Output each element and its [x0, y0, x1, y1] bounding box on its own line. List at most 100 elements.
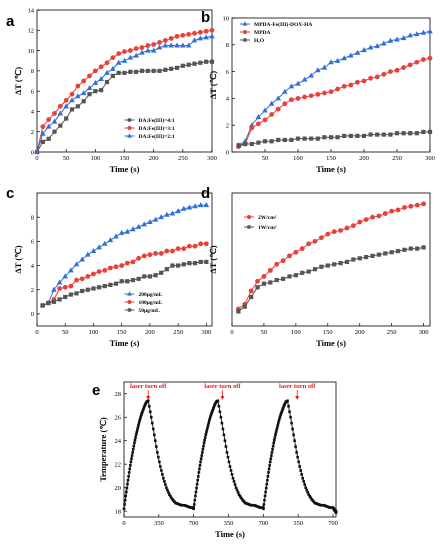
data-point: [427, 129, 433, 134]
data-point: [275, 95, 281, 101]
data-point: [249, 294, 254, 300]
data-point: [295, 96, 301, 101]
data-point: [364, 254, 369, 260]
data-point: [145, 43, 151, 48]
data-point: [338, 228, 343, 233]
data-point: [127, 54, 134, 60]
data-point: [282, 137, 287, 143]
data-point: [209, 59, 215, 64]
data-point: [129, 460, 133, 464]
data-point: [151, 68, 156, 73]
data-point: [265, 482, 269, 486]
data-point: [262, 107, 268, 113]
data-point: [199, 460, 202, 464]
data-point: [351, 257, 356, 262]
data-point: [363, 217, 369, 223]
data-point: [414, 31, 420, 37]
data-point: [299, 469, 302, 472]
data-point: [139, 45, 145, 50]
data-point: [121, 57, 128, 63]
data-point: [192, 507, 195, 511]
data-point: [293, 249, 299, 255]
data-point: [140, 412, 144, 415]
data-point: [40, 303, 45, 308]
data-point: [87, 73, 92, 79]
data-point: [211, 407, 215, 410]
data-point: [186, 31, 192, 37]
data-point: [164, 248, 170, 254]
data-point: [218, 410, 222, 414]
data-point: [176, 263, 181, 268]
data-point: [146, 399, 150, 403]
data-point: [108, 282, 113, 287]
data-point: [263, 494, 267, 498]
data-point: [145, 68, 150, 73]
data-point: [187, 243, 192, 249]
data-point: [368, 75, 373, 81]
data-point: [197, 471, 201, 474]
data-point: [205, 431, 208, 434]
data-point: [87, 92, 92, 97]
data-point: [236, 309, 241, 314]
data-point: [216, 399, 220, 403]
data-point: [197, 35, 204, 41]
y-tick-label: 6: [226, 69, 230, 76]
data-point: [156, 451, 159, 454]
legend-label: 100μg/mL: [139, 300, 163, 306]
data-point: [224, 445, 228, 448]
data-point: [295, 80, 301, 86]
data-point: [335, 135, 340, 140]
data-point: [104, 69, 110, 75]
data-point: [180, 205, 187, 211]
data-point: [374, 74, 380, 80]
data-point: [261, 281, 267, 286]
data-point: [202, 444, 205, 448]
data-point: [110, 73, 115, 79]
data-point: [81, 99, 86, 104]
data-point: [104, 79, 110, 85]
data-point: [227, 460, 231, 464]
legend-label: DA:Fe(III)=3:1: [139, 125, 175, 132]
data-point: [116, 70, 121, 75]
data-point: [80, 90, 87, 96]
annotation: laser turn off: [130, 383, 167, 400]
data-point: [155, 445, 158, 448]
data-point: [80, 288, 85, 294]
data-point: [223, 439, 227, 442]
data-point: [107, 265, 113, 271]
data-point: [129, 464, 132, 467]
data-point: [315, 136, 320, 141]
data-point: [212, 405, 216, 409]
data-point: [194, 494, 197, 498]
data-point: [204, 259, 209, 265]
data-point: [142, 274, 147, 279]
data-point: [166, 488, 169, 492]
series-1: [236, 55, 433, 150]
data-point: [303, 483, 307, 486]
data-point: [209, 415, 212, 419]
data-point: [368, 132, 373, 137]
data-point: [196, 478, 199, 482]
data-point: [62, 284, 68, 290]
data-point: [309, 136, 314, 141]
panel-label: c: [6, 185, 14, 202]
data-point: [388, 69, 393, 74]
data-point: [69, 97, 75, 103]
data-point: [162, 476, 165, 480]
data-point: [85, 274, 91, 279]
y-tick-label: 8: [31, 214, 34, 221]
data-point: [312, 238, 318, 244]
panel-a: a 0 50 100 150 200 250 300 0 2 4 6 8 10 12 14 Time (s) ΔT…: [6, 7, 217, 174]
data-point: [414, 59, 420, 65]
data-point: [91, 271, 96, 277]
data-point: [348, 82, 354, 88]
x-axis-title: Time (s): [316, 164, 346, 174]
x-tick-label: 150: [326, 155, 336, 162]
data-point: [400, 35, 407, 41]
y-axis-title: ΔT (℃): [208, 71, 218, 99]
data-point: [342, 133, 347, 139]
data-point: [79, 256, 85, 262]
x-tick-label: 350: [293, 520, 303, 527]
data-point: [123, 498, 127, 502]
data-point: [93, 89, 98, 94]
